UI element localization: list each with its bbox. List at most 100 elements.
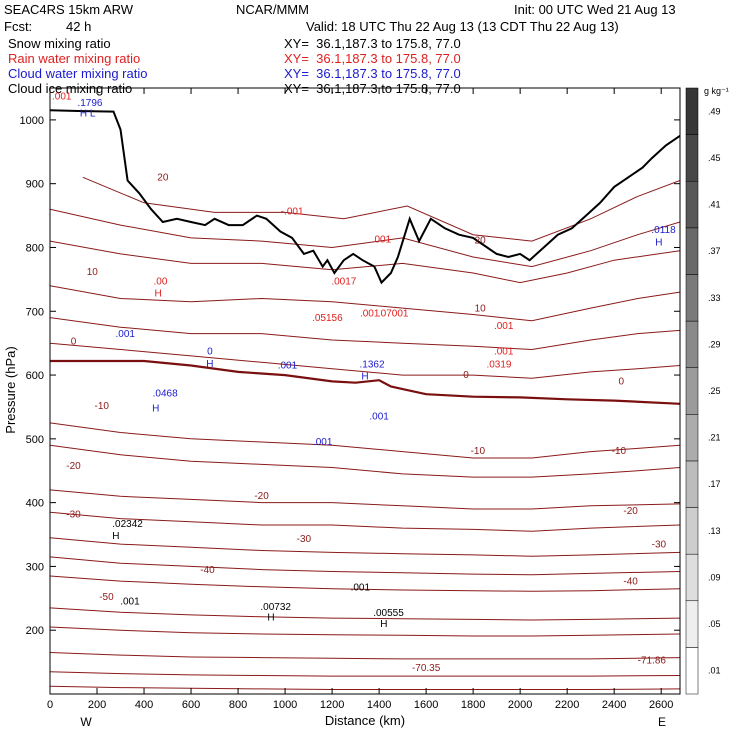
colorbar-swatch — [685, 227, 699, 275]
extremum-label: .001 — [372, 234, 392, 245]
extremum-label: .02342 — [112, 519, 143, 530]
extremum-label: .001 — [115, 329, 135, 340]
colorbar-swatch — [685, 320, 699, 368]
colorbar-swatch — [685, 134, 699, 182]
isotherm-value-label: -20 — [623, 506, 638, 517]
extremum-label: .001 — [494, 347, 514, 358]
isotherm-value-label: 0 — [71, 336, 77, 347]
x-tick-label: 1600 — [414, 699, 438, 711]
extremum-label: .1796 — [77, 98, 102, 109]
extremum-label: .00555 — [373, 608, 404, 619]
x-end-label-west: W — [80, 715, 92, 729]
y-tick-label: 400 — [26, 498, 44, 510]
colorbar-label: .25 — [708, 386, 721, 396]
x-tick-label: 1800 — [461, 699, 485, 711]
field-xy-rain: XY= 36.1,187.3 to 175.8, 77.0 — [284, 51, 461, 66]
x-tick-label: 1000 — [273, 699, 297, 711]
isotherm-line-5 — [50, 342, 680, 379]
colorbar-swatch — [685, 553, 699, 602]
colorbar-label: .09 — [708, 572, 721, 582]
colorbar-swatch — [685, 414, 699, 462]
isotherm-value-label: -40 — [623, 576, 638, 587]
org-label: NCAR/MMM — [236, 2, 309, 17]
isotherm-value-label: -30 — [66, 509, 81, 520]
y-tick-label: 300 — [26, 561, 44, 573]
forecast-label: Fcst: — [4, 19, 33, 34]
y-tick-label: 900 — [26, 179, 44, 191]
colorbar-label: .21 — [708, 433, 721, 443]
field-name-cloud-water: Cloud water mixing ratio — [8, 66, 148, 81]
y-tick-label: 800 — [26, 242, 44, 254]
field-xy-snow: XY= 36.1,187.3 to 175.8, 77.0 — [284, 36, 461, 51]
isotherm-value-label: 20 — [157, 172, 169, 183]
isotherm-value-label: -10 — [612, 446, 627, 457]
extremum-label: -.001 — [281, 206, 304, 217]
colorbar-unit: g kg⁻¹ — [704, 86, 729, 96]
extremum-label: H — [155, 289, 162, 300]
y-tick-label: 200 — [26, 625, 44, 637]
colorbar-label: .41 — [708, 200, 721, 210]
isotherm-value-label: -70.35 — [412, 663, 441, 674]
extremum-label: .0017 — [331, 276, 356, 287]
isotherm-line-3 — [50, 285, 680, 322]
x-tick-label: 200 — [88, 699, 106, 711]
extremum-label: H — [206, 359, 213, 370]
colorbar-label: .29 — [708, 339, 721, 349]
colorbar-label: .05 — [708, 619, 721, 629]
x-tick-label: 600 — [182, 699, 200, 711]
terrain-line — [50, 109, 680, 285]
extremum-label: .07001 — [378, 308, 409, 319]
isotherm-value-label: -20 — [254, 491, 269, 502]
y-tick-label: 500 — [26, 434, 44, 446]
extremum-label: H — [267, 613, 274, 624]
isotherm-line-2 — [50, 240, 680, 284]
valid-time: Valid: 18 UTC Thu 22 Aug 13 (13 CDT Thu … — [306, 19, 619, 34]
freezing-level-line — [50, 359, 680, 405]
y-tick-label: 1000 — [20, 115, 44, 127]
forecast-hours: 42 h — [66, 19, 92, 34]
x-tick-label: 1400 — [367, 699, 391, 711]
x-tick-label: 0 — [47, 699, 53, 711]
extremum-label: .001 — [494, 321, 514, 332]
isotherm-value-label: -10 — [471, 446, 486, 457]
x-tick-label: 2400 — [602, 699, 626, 711]
x-tick-label: 1200 — [320, 699, 344, 711]
extremum-label: .00 — [154, 276, 168, 287]
extremum-label: .001 — [52, 91, 72, 102]
extremum-label: H — [152, 403, 159, 414]
isotherm-value-label: -10 — [94, 401, 109, 412]
extremum-label: 0 — [207, 347, 213, 358]
isotherm-line-1 — [50, 208, 680, 268]
colorbar-label: .17 — [708, 479, 721, 489]
isotherm-value-label: 10 — [87, 267, 99, 278]
extremum-label: .001 — [120, 597, 140, 608]
isotherm-value-label: -40 — [200, 565, 215, 576]
extremum-label: .001 — [369, 412, 389, 423]
isotherm-value-label: -30 — [297, 534, 312, 545]
extremum-label: .00732 — [260, 602, 291, 613]
extremum-label: .0319 — [486, 359, 511, 370]
colorbar-label: .37 — [708, 246, 721, 256]
isotherm-line-13 — [50, 607, 680, 621]
colorbar-swatch — [685, 274, 699, 322]
x-tick-label: 800 — [229, 699, 247, 711]
y-axis-title: Pressure (hPa) — [3, 346, 18, 433]
isotherm-line-0 — [82, 176, 680, 242]
isotherm-line-4 — [50, 317, 680, 351]
colorbar-swatch — [685, 87, 699, 135]
isotherm-value-label: 0 — [618, 377, 624, 388]
extremum-label: .001 — [313, 437, 333, 448]
colorbar-label: .49 — [708, 106, 721, 116]
model-title: SEAC4RS 15km ARW — [4, 2, 134, 17]
isotherm-line-15 — [50, 652, 680, 660]
extremum-label: H — [655, 238, 662, 249]
x-tick-label: 2000 — [508, 699, 532, 711]
x-tick-label: 400 — [135, 699, 153, 711]
isotherm-line-11 — [50, 556, 680, 576]
isotherm-line-17 — [50, 685, 680, 690]
extremum-label: .1362 — [360, 359, 385, 370]
isotherm-line-8 — [50, 489, 680, 510]
isotherm-value-label: 10 — [475, 303, 487, 314]
isotherm-line-10 — [50, 537, 680, 557]
